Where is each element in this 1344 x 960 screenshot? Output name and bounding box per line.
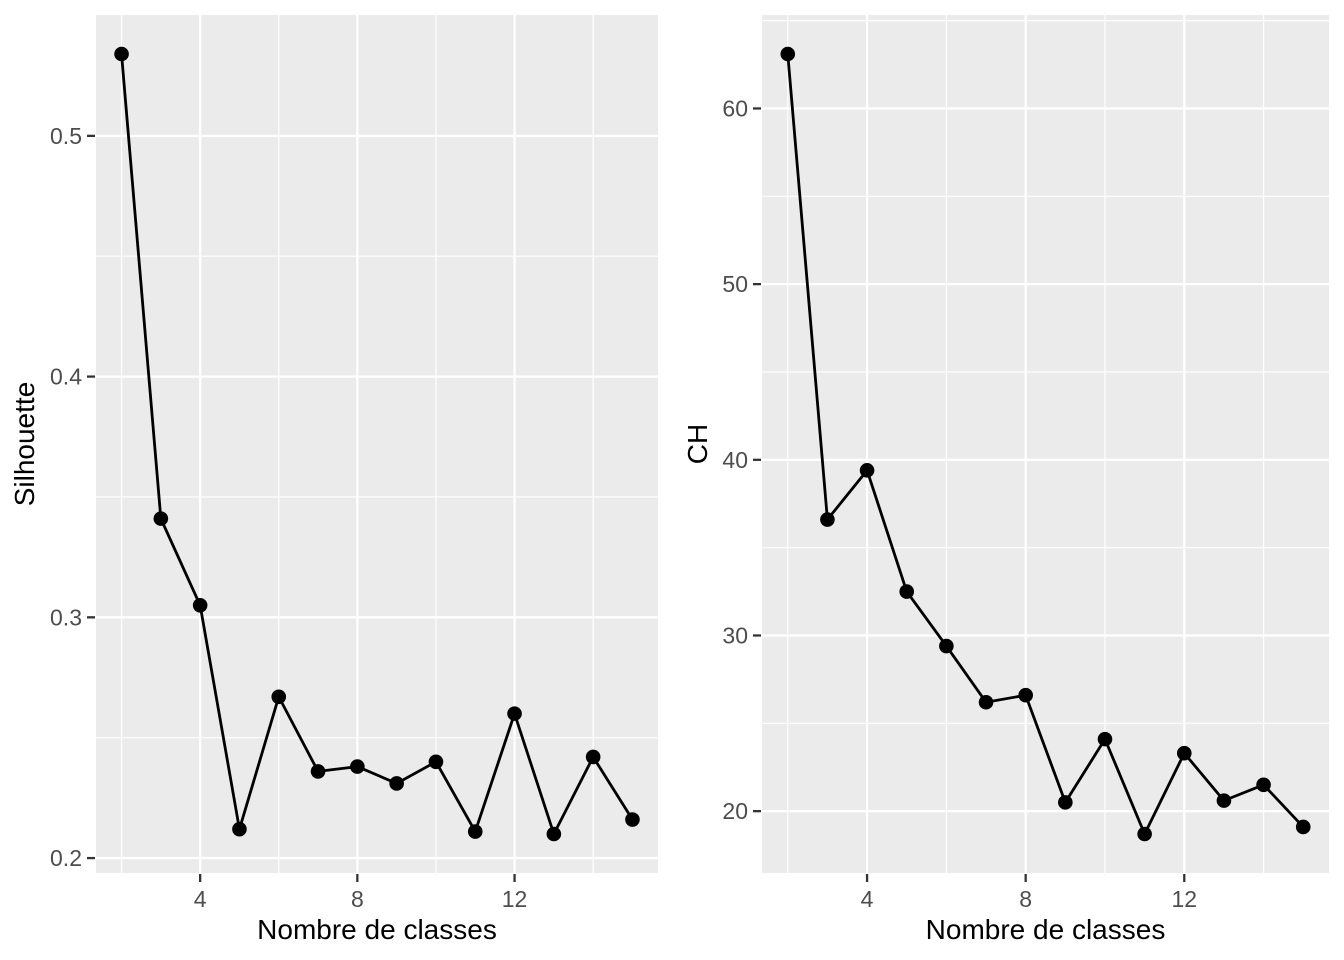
panel-background (762, 15, 1329, 873)
data-point (899, 584, 915, 599)
data-point (1295, 819, 1311, 835)
data-point (350, 759, 365, 774)
data-point (271, 689, 287, 705)
y-axis-tick-label: 30 (722, 622, 748, 648)
silhouette-chart-svg: 4 8 12 0.2 0.3 0.4 0.5 (50, 15, 658, 912)
data-point (192, 597, 208, 613)
y-axis-tick-label: 0.3 (50, 604, 82, 630)
silhouette-y-axis-title: Silhouette (9, 381, 40, 507)
data-point (546, 826, 562, 842)
y-axis-tick-label: 0.4 (50, 364, 82, 390)
data-point (310, 764, 326, 779)
data-point (625, 812, 640, 827)
data-point (939, 638, 954, 654)
data-point (859, 463, 875, 478)
data-point (1058, 795, 1073, 810)
y-axis-tick-label: 0.5 (50, 123, 82, 149)
data-point (232, 821, 247, 837)
data-point (978, 694, 994, 710)
y-axis-tick-label: 40 (722, 447, 748, 473)
series-line (120, 53, 634, 836)
panel-background (96, 15, 658, 873)
data-point (467, 824, 483, 839)
data-point (1176, 745, 1192, 761)
data-point (585, 749, 601, 765)
ch-chart-svg: 4 8 12 20 30 40 50 60 (722, 15, 1329, 912)
series-line (786, 53, 1305, 836)
data-point (1137, 826, 1152, 842)
x-axis-tick-label: 12 (1171, 886, 1197, 912)
data-point (507, 706, 522, 721)
data-point (153, 511, 169, 526)
ch-figure: 4 8 12 20 30 40 50 60 CH Nombre de classes (672, 0, 1344, 960)
x-axis-tick-label: 4 (194, 886, 207, 912)
data-point (1216, 793, 1232, 808)
data-point (1097, 731, 1113, 747)
data-point (1256, 777, 1271, 793)
data-point (1018, 687, 1033, 703)
data-point (114, 46, 129, 62)
x-axis-tick-label: 12 (502, 886, 528, 912)
x-axis-tick-label: 4 (861, 886, 874, 912)
y-axis-tick-label: 50 (722, 271, 748, 297)
y-axis-tick-label: 60 (722, 95, 748, 121)
x-axis-tick-label: 8 (1019, 886, 1032, 912)
data-point (780, 46, 796, 62)
data-point (428, 754, 444, 770)
ch-x-axis-title: Nombre de classes (925, 914, 1166, 945)
y-axis-tick-label: 20 (722, 798, 748, 824)
data-point (389, 776, 404, 791)
x-axis-tick-label: 8 (351, 886, 364, 912)
silhouette-x-axis-title: Nombre de classes (257, 914, 497, 945)
ch-y-axis-title: CH (682, 423, 713, 465)
y-axis-tick-label: 0.2 (50, 845, 82, 871)
data-point (820, 512, 835, 527)
silhouette-figure: 4 8 12 0.2 0.3 0.4 0.5 Silhouette Nombre de cl… (9, 15, 658, 945)
